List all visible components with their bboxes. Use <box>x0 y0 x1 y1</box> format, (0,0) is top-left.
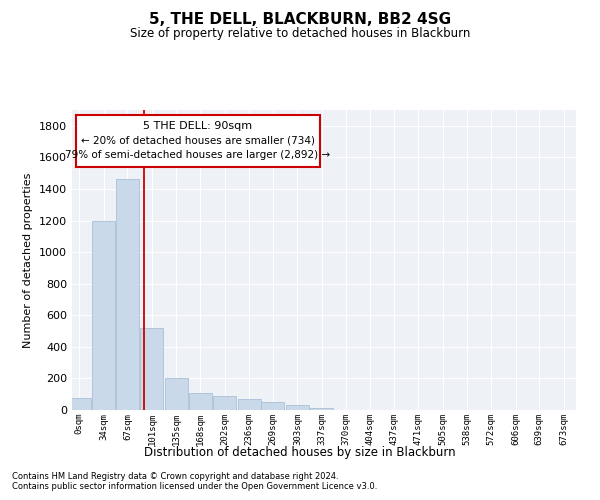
Bar <box>165 378 188 410</box>
Bar <box>92 220 115 410</box>
Bar <box>116 180 139 410</box>
Y-axis label: Number of detached properties: Number of detached properties <box>23 172 34 348</box>
Bar <box>140 328 163 410</box>
Text: Contains public sector information licensed under the Open Government Licence v3: Contains public sector information licen… <box>12 482 377 491</box>
Bar <box>286 406 309 410</box>
Bar <box>213 396 236 410</box>
Bar <box>68 398 91 410</box>
Text: 5 THE DELL: 90sqm: 5 THE DELL: 90sqm <box>143 121 253 131</box>
Text: Distribution of detached houses by size in Blackburn: Distribution of detached houses by size … <box>144 446 456 459</box>
Bar <box>262 402 284 410</box>
Bar <box>76 114 320 167</box>
Bar <box>238 399 260 410</box>
Text: ← 20% of detached houses are smaller (734): ← 20% of detached houses are smaller (73… <box>81 136 315 146</box>
Text: Contains HM Land Registry data © Crown copyright and database right 2024.: Contains HM Land Registry data © Crown c… <box>12 472 338 481</box>
Text: 5, THE DELL, BLACKBURN, BB2 4SG: 5, THE DELL, BLACKBURN, BB2 4SG <box>149 12 451 28</box>
Bar <box>310 408 334 410</box>
Text: Size of property relative to detached houses in Blackburn: Size of property relative to detached ho… <box>130 28 470 40</box>
Text: 79% of semi-detached houses are larger (2,892) →: 79% of semi-detached houses are larger (… <box>65 150 331 160</box>
Bar <box>188 392 212 410</box>
